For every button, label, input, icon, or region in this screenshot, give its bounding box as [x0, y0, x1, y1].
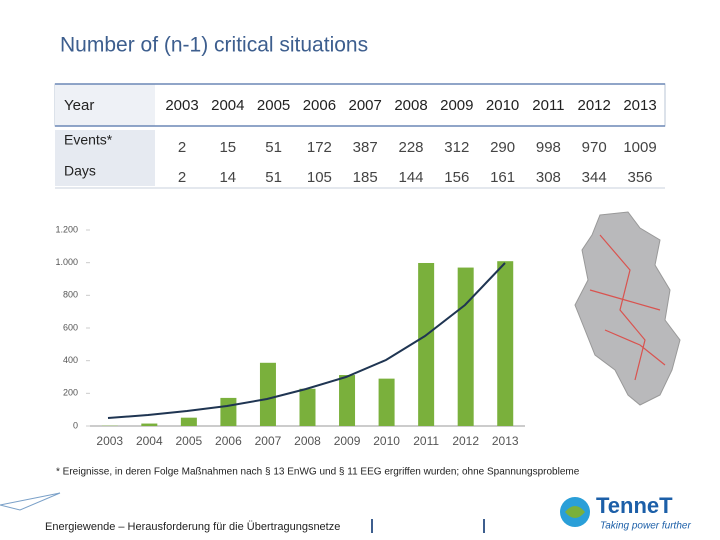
table-header-year: 2006	[303, 97, 336, 114]
trend-curve	[107, 262, 506, 419]
bar	[299, 388, 316, 426]
slide-title: Number of (n-1) critical situations	[60, 34, 368, 57]
table-cell: 998	[536, 139, 561, 156]
table-header-year: 2007	[349, 97, 382, 114]
table-cell: 356	[627, 169, 652, 186]
table-row-label: Days	[64, 163, 96, 179]
map-lines	[589, 234, 666, 381]
table-header-label: Year	[64, 97, 94, 114]
table-cell: 2	[178, 169, 186, 186]
table-header-year: 2003	[165, 97, 198, 114]
y-tick-label: 1.200	[55, 224, 78, 234]
x-tick-label: 2010	[373, 434, 400, 448]
table-cell: 308	[536, 169, 561, 186]
table-cell: 51	[265, 139, 282, 156]
table-header-year: 2010	[486, 97, 519, 114]
bar	[378, 378, 395, 426]
bar	[339, 375, 356, 426]
x-tick-label: 2007	[255, 434, 282, 448]
logo-name: TenneT	[596, 493, 673, 518]
table-cell: 161	[490, 169, 515, 186]
x-tick-label: 2003	[96, 434, 123, 448]
y-tick-label: 200	[63, 388, 78, 398]
y-tick-label: 0	[73, 420, 78, 430]
table-cell: 105	[307, 169, 332, 186]
table-cell: 387	[353, 139, 378, 156]
bar	[220, 397, 237, 426]
footer-text: Energiewende – Herausforderung für die Ü…	[45, 521, 340, 533]
x-tick-label: 2011	[413, 434, 439, 448]
footnote: * Ereignisse, in deren Folge Maßnahmen n…	[56, 467, 580, 478]
bar	[457, 267, 474, 426]
y-tick-label: 1.000	[55, 257, 78, 267]
bar	[180, 417, 197, 426]
table-header-year: 2011	[532, 97, 564, 114]
table-cell: 344	[582, 169, 607, 186]
grid-map	[574, 211, 681, 406]
table-cell: 290	[490, 139, 515, 156]
x-tick-label: 2008	[294, 434, 321, 448]
x-tick-label: 2006	[215, 434, 242, 448]
table-cell: 172	[307, 139, 332, 156]
bar	[418, 262, 435, 426]
table-header-year: 2004	[211, 97, 244, 114]
bar	[141, 423, 158, 426]
y-tick-label: 600	[63, 322, 78, 332]
table-cell: 185	[353, 169, 378, 186]
table-cell: 144	[398, 169, 423, 186]
table-cell: 156	[444, 169, 469, 186]
logo-icon-leaf	[565, 506, 585, 518]
decoration	[0, 492, 61, 511]
x-tick-label: 2009	[334, 434, 361, 448]
x-tick-label: 2012	[452, 434, 479, 448]
bar	[259, 362, 276, 426]
logo-tagline: Taking power further	[600, 521, 691, 532]
x-tick-label: 2004	[136, 434, 163, 448]
table-header-year: 2008	[394, 97, 427, 114]
table-header-label-cell	[55, 84, 155, 126]
table-cell: 1009	[623, 139, 656, 156]
table-cell: 51	[265, 169, 282, 186]
table-cell: 228	[398, 139, 423, 156]
table-header-row	[54, 83, 666, 127]
table-header-year: 2013	[623, 97, 656, 114]
bar	[497, 261, 514, 426]
y-tick-label: 800	[63, 290, 78, 300]
table-cell: 970	[582, 139, 607, 156]
table-row-label: Events*	[64, 132, 113, 148]
x-tick-label: 2005	[176, 434, 203, 448]
table-cell: 15	[219, 139, 236, 156]
table-label-column	[55, 130, 155, 186]
table-cell: 312	[444, 139, 469, 156]
table-header-year: 2009	[440, 97, 473, 114]
table-header-year: 2012	[578, 97, 611, 114]
x-tick-label: 2013	[492, 434, 519, 448]
table-cell: 2	[178, 139, 186, 156]
table-header-year: 2005	[257, 97, 290, 114]
y-tick-label: 400	[63, 355, 78, 365]
table-cell: 14	[219, 169, 236, 186]
